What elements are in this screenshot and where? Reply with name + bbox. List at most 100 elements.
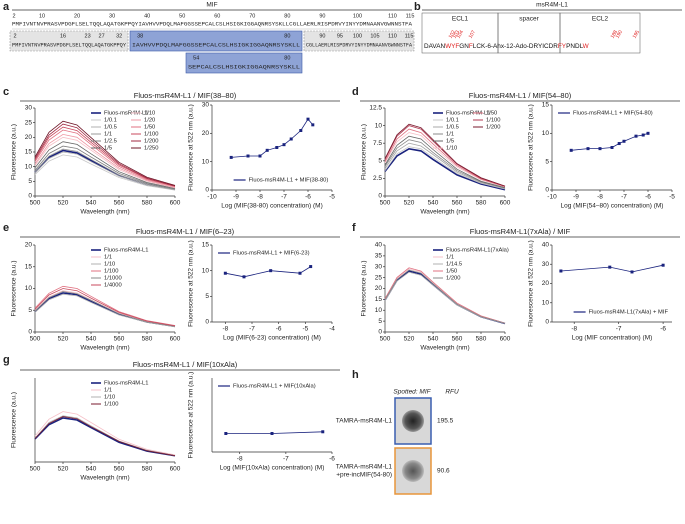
x-axis-label: Wavelength (nm) bbox=[420, 209, 469, 216]
sequence: IAVHVVPDQLMAFGGSSEPCALCSLHSIGKIGGAQNRSYS… bbox=[132, 42, 300, 48]
y-tick-label: 10 bbox=[202, 158, 210, 165]
y-tick-label: 2.5 bbox=[373, 175, 382, 182]
data-point bbox=[242, 275, 246, 279]
x-tick-label: -8 bbox=[571, 326, 577, 333]
data-point bbox=[299, 129, 303, 132]
residue-number: 105 bbox=[370, 33, 379, 39]
residue-number: 2 bbox=[13, 33, 16, 39]
data-point bbox=[586, 147, 590, 151]
x-tick-label: 580 bbox=[476, 336, 487, 343]
y-axis-label: Fluorescence (a.u.) bbox=[11, 392, 18, 448]
x-tick-label: 580 bbox=[142, 336, 153, 343]
legend-label: 1/0.5 bbox=[104, 125, 117, 131]
spectrum-line bbox=[384, 142, 506, 189]
header: ECL2 bbox=[592, 16, 609, 23]
y-tick-label: 20 bbox=[202, 130, 210, 137]
residue-number: 30 bbox=[109, 13, 115, 19]
legend-label: 1/50 bbox=[144, 125, 155, 131]
x-tick-label: -7 bbox=[283, 456, 289, 463]
panel-label: d bbox=[352, 86, 359, 98]
residue-number: 23 bbox=[85, 33, 91, 39]
residue-number: 190 bbox=[615, 29, 624, 39]
spectrum-line bbox=[384, 128, 506, 188]
x-tick-label: -10 bbox=[547, 194, 557, 201]
spectrum-line bbox=[34, 151, 176, 191]
residue-number: 90 bbox=[319, 33, 325, 39]
y-tick-label: 40 bbox=[375, 242, 383, 249]
x-tick-label: 540 bbox=[86, 336, 97, 343]
y-tick-label: 15 bbox=[375, 296, 383, 303]
x-axis-label: Wavelength (nm) bbox=[420, 345, 469, 352]
x-axis-label: Log (MIF(6-23) concentration) (M) bbox=[223, 335, 321, 342]
spectrum-line bbox=[34, 415, 176, 457]
residue-number: 110 bbox=[388, 33, 397, 39]
y-tick-label: 0 bbox=[28, 329, 32, 336]
chart-title: Fluos-msR4M-L1 / MIF(10xAla) bbox=[133, 360, 238, 369]
header: spacer bbox=[519, 16, 539, 23]
spectrum-line bbox=[34, 129, 176, 187]
x-tick-label: 520 bbox=[404, 336, 415, 343]
spectrum-line bbox=[34, 123, 176, 187]
row-label: TAMRA-msR4M-L1 bbox=[336, 418, 393, 425]
fit-line bbox=[231, 118, 314, 158]
residue-number: 107 bbox=[468, 29, 477, 39]
data-point bbox=[634, 134, 638, 138]
legend-label: Fluos-msR4M-L1 bbox=[446, 111, 490, 117]
data-point bbox=[275, 146, 279, 149]
panel-label: b bbox=[414, 1, 421, 13]
x-tick-label: 600 bbox=[170, 336, 181, 343]
residue-number: 60 bbox=[214, 13, 220, 19]
y-axis-label: Fluorescence (a.u.) bbox=[361, 261, 368, 317]
y-tick-label: 20 bbox=[542, 280, 550, 287]
panel-label: c bbox=[3, 86, 9, 98]
x-tick-label: 520 bbox=[58, 336, 69, 343]
data-point bbox=[569, 148, 573, 152]
data-point bbox=[617, 142, 621, 146]
residue-number: 100 bbox=[353, 13, 362, 19]
x-tick-label: 500 bbox=[380, 200, 391, 207]
spectrum-line bbox=[384, 147, 506, 191]
sequence-piece: DAVAN bbox=[424, 43, 445, 50]
x-tick-label: 560 bbox=[114, 336, 125, 343]
residue-number: 38 bbox=[137, 33, 143, 39]
y-tick-label: 0 bbox=[545, 187, 549, 194]
spectrum-line bbox=[384, 123, 506, 187]
legend-label: 1/1 bbox=[104, 132, 112, 138]
data-point bbox=[622, 139, 626, 143]
y-axis-label: Fluorescence (a.u.) bbox=[361, 124, 368, 180]
data-point bbox=[265, 148, 269, 152]
y-axis-label: Fluorescence at 522 nm (a.u.) bbox=[188, 104, 195, 191]
x-tick-label: 560 bbox=[114, 466, 125, 473]
y-tick-label: 30 bbox=[202, 102, 210, 109]
y-tick-label: 5 bbox=[205, 293, 209, 300]
legend-label: 1/1 bbox=[104, 255, 112, 261]
x-tick-label: 520 bbox=[58, 466, 69, 473]
y-tick-label: 0 bbox=[205, 319, 209, 326]
sequence-piece: GN bbox=[459, 43, 469, 50]
unit-label: RFU bbox=[445, 389, 459, 396]
spectrum-line bbox=[384, 269, 506, 324]
x-axis-label: Log (MIF concentration) (M) bbox=[572, 335, 653, 342]
sequence: PMFIVNTNVPRASVPDGFLSELTQQLAQATGKPPQY bbox=[12, 42, 126, 48]
residue-number: 40 bbox=[144, 13, 150, 19]
legend-label: Fluos-msR4M-L1 bbox=[104, 111, 148, 117]
data-point bbox=[289, 137, 293, 141]
residue-number: 2 bbox=[12, 13, 15, 19]
x-tick-label: 600 bbox=[500, 200, 511, 207]
legend-label: 1/50 bbox=[486, 111, 497, 117]
row-label: +pre-incMIF(54-80) bbox=[336, 472, 392, 479]
legend-label: 1/100 bbox=[104, 402, 119, 408]
x-tick-label: -6 bbox=[329, 456, 335, 463]
y-tick-label: 10 bbox=[375, 307, 383, 314]
residue-number: 103 bbox=[452, 29, 461, 39]
spectrum-line bbox=[34, 133, 176, 188]
residue-number: 54 bbox=[193, 55, 199, 61]
y-tick-label: 10 bbox=[25, 163, 33, 170]
sequence-box bbox=[303, 30, 415, 52]
x-tick-label: 560 bbox=[452, 200, 463, 207]
x-tick-label: 600 bbox=[170, 466, 181, 473]
y-tick-label: 15 bbox=[25, 263, 33, 270]
spectrum-line bbox=[384, 270, 506, 325]
y-axis-label: Fluorescence at 522 nm (a.u.) bbox=[528, 104, 535, 191]
data-point bbox=[246, 154, 250, 158]
